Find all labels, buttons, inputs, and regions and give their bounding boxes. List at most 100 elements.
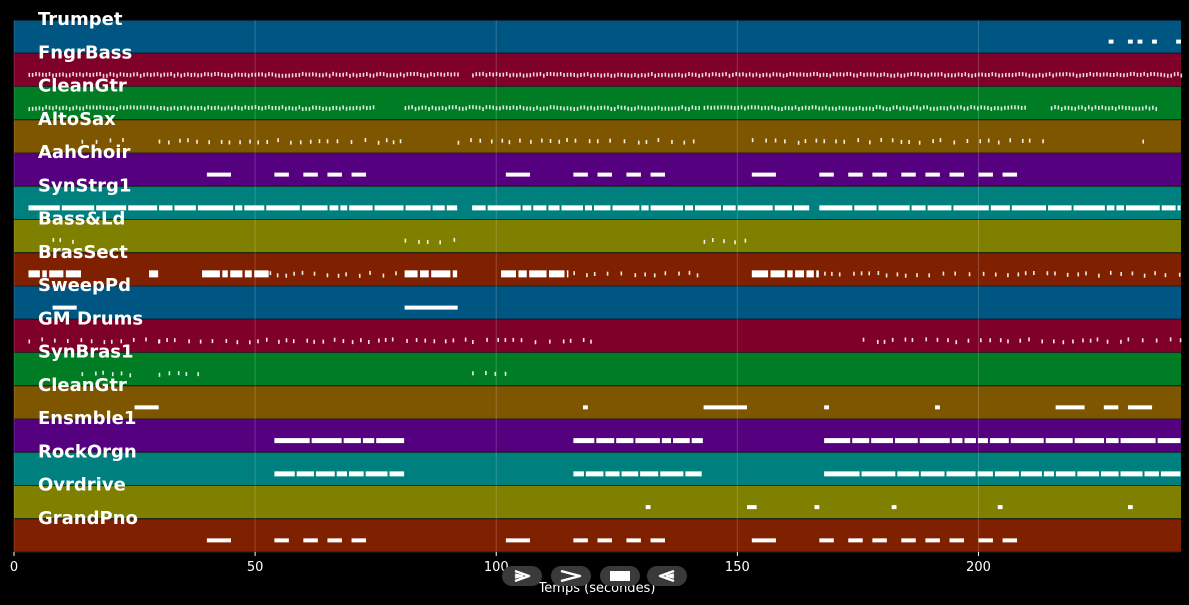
note	[1054, 105, 1056, 110]
note	[684, 73, 687, 78]
note	[767, 106, 770, 111]
note	[318, 73, 321, 78]
note	[853, 271, 855, 276]
note	[335, 72, 338, 77]
note	[190, 105, 193, 110]
note	[303, 172, 318, 177]
play-button[interactable]	[502, 566, 542, 586]
note	[1048, 72, 1051, 77]
note	[416, 71, 419, 76]
note	[197, 73, 199, 78]
note	[1116, 72, 1118, 77]
note	[156, 72, 159, 77]
note	[620, 72, 623, 77]
note	[891, 138, 894, 143]
note	[1017, 272, 1020, 277]
note	[573, 271, 575, 276]
note	[674, 106, 677, 111]
note	[99, 105, 101, 110]
note	[251, 72, 253, 77]
note	[322, 339, 325, 344]
note	[1028, 337, 1030, 342]
note	[883, 339, 886, 344]
note	[168, 371, 171, 376]
note	[28, 205, 60, 211]
note	[202, 270, 220, 278]
note	[332, 71, 334, 76]
note	[708, 73, 711, 78]
note	[72, 72, 74, 77]
note	[1153, 72, 1156, 77]
note	[322, 106, 324, 111]
note	[1001, 73, 1004, 78]
note	[173, 73, 176, 78]
note	[254, 105, 257, 110]
note	[501, 138, 504, 143]
note	[927, 205, 952, 211]
note	[532, 72, 535, 77]
note	[634, 72, 636, 77]
note	[41, 106, 44, 111]
note	[997, 505, 1003, 510]
note	[349, 106, 351, 111]
note	[645, 139, 648, 144]
note	[990, 205, 1010, 211]
note	[305, 106, 307, 111]
note	[301, 270, 304, 275]
track-band	[14, 87, 1181, 120]
note	[295, 73, 297, 78]
note	[80, 338, 83, 343]
note	[819, 172, 834, 177]
track-band	[14, 53, 1181, 86]
note	[880, 137, 883, 142]
note	[1173, 72, 1176, 77]
track-band	[14, 419, 1181, 452]
note	[654, 73, 657, 78]
note	[220, 106, 223, 111]
x-tick-label: 50	[247, 560, 264, 575]
note	[359, 106, 361, 111]
note	[325, 72, 328, 77]
note	[533, 205, 547, 211]
note	[920, 471, 945, 477]
note	[472, 340, 474, 345]
note	[1145, 105, 1147, 110]
note	[848, 538, 863, 543]
note	[943, 106, 945, 111]
note	[258, 106, 260, 111]
stop-button[interactable]	[600, 566, 640, 586]
note	[657, 105, 660, 110]
note	[582, 337, 585, 342]
note	[940, 72, 943, 77]
note	[329, 205, 339, 211]
note	[846, 71, 848, 76]
note	[586, 273, 588, 278]
track-bands	[14, 20, 1181, 553]
note	[797, 140, 800, 145]
rewind-button[interactable]	[647, 566, 687, 586]
note	[433, 339, 436, 344]
note	[688, 71, 690, 76]
note	[478, 72, 481, 77]
note	[457, 140, 460, 145]
play-icon	[514, 569, 531, 583]
note	[865, 106, 868, 111]
note	[740, 105, 743, 110]
note	[977, 72, 980, 77]
note	[72, 239, 74, 244]
note	[748, 72, 751, 77]
note	[266, 205, 300, 211]
fast-forward-button[interactable]	[551, 566, 591, 586]
note	[301, 205, 328, 211]
note	[274, 538, 289, 543]
note	[378, 338, 380, 343]
note	[623, 139, 626, 144]
note	[1067, 105, 1070, 110]
note	[610, 73, 613, 78]
note	[200, 73, 203, 78]
note	[751, 538, 776, 543]
note	[96, 205, 127, 211]
note	[374, 205, 404, 211]
note	[814, 505, 820, 510]
note	[573, 438, 595, 444]
